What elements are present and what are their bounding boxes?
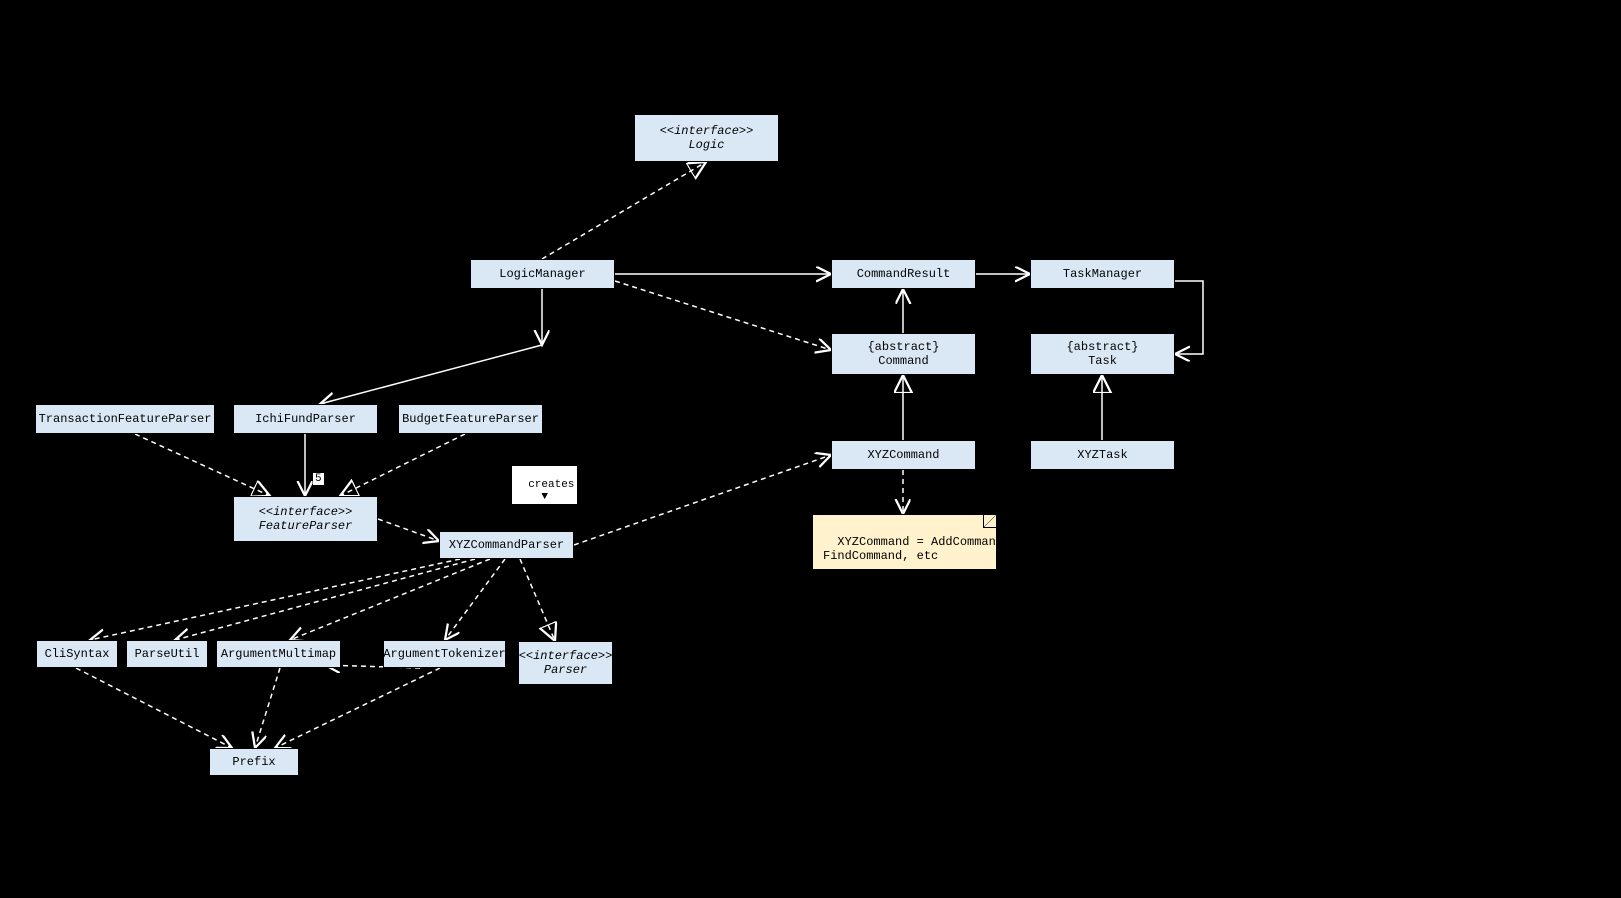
node-budgetFP: BudgetFeatureParser <box>398 404 543 434</box>
multiplicity-fp5: 5 <box>313 473 324 485</box>
edge-depend <box>76 668 232 748</box>
class-name: Parser <box>544 663 587 677</box>
stereotype: <<interface>> <box>519 649 613 663</box>
edge-assoc <box>320 345 542 404</box>
edge-depend <box>175 559 475 640</box>
edge-depend <box>615 281 831 350</box>
node-argTokenizer: ArgumentTokenizer <box>383 640 506 668</box>
node-prefix: Prefix <box>209 748 299 776</box>
edge-depend <box>445 559 505 640</box>
edge-depend <box>378 519 439 541</box>
node-featureParser: <<interface>>FeatureParser <box>233 496 378 542</box>
node-xyzCommand: XYZCommand <box>831 440 976 470</box>
class-name: Prefix <box>232 755 275 769</box>
class-name: ArgumentTokenizer <box>383 647 505 661</box>
class-name: CliSyntax <box>45 647 110 661</box>
class-name: FeatureParser <box>259 519 353 533</box>
edge-realize <box>542 162 706 259</box>
node-cliSyntax: CliSyntax <box>36 640 118 668</box>
stereotype: <<interface>> <box>660 124 754 138</box>
edge-label-creates: creates ▼ <box>512 466 577 504</box>
node-commandResult: CommandResult <box>831 259 976 289</box>
node-parseUtil: ParseUtil <box>126 640 208 668</box>
class-name: BudgetFeatureParser <box>402 412 539 426</box>
edge-realize <box>340 434 465 496</box>
class-name: XYZTask <box>1077 448 1127 462</box>
note-text: XYZCommand = AddCommand, FindCommand, et… <box>823 535 1010 563</box>
node-xyzCmdParser: XYZCommandParser <box>439 531 574 559</box>
edge-depend <box>90 559 460 640</box>
stereotype: <<interface>> <box>259 505 353 519</box>
edge-realize <box>135 434 270 496</box>
class-name: Logic <box>688 138 724 152</box>
class-name: CommandResult <box>857 267 951 281</box>
edge-depend <box>574 455 831 545</box>
edge-depend <box>290 559 490 640</box>
node-taskAbs: {abstract}Task <box>1030 333 1175 375</box>
abstract-marker: {abstract} <box>867 340 939 354</box>
node-argMultimap: ArgumentMultimap <box>216 640 341 668</box>
class-name: ParseUtil <box>135 647 200 661</box>
edge-realize <box>520 559 555 641</box>
class-name: XYZCommand <box>867 448 939 462</box>
node-commandAbs: {abstract}Command <box>831 333 976 375</box>
node-xyzTask: XYZTask <box>1030 440 1175 470</box>
node-transactionFP: TransactionFeatureParser <box>35 404 215 434</box>
node-taskManager: TaskManager <box>1030 259 1175 289</box>
class-name: LogicManager <box>499 267 585 281</box>
class-name: TaskManager <box>1063 267 1142 281</box>
class-name: Command <box>878 354 928 368</box>
edge-depend <box>275 668 440 748</box>
node-logic: <<interface>>Logic <box>634 114 779 162</box>
class-name: Task <box>1088 354 1117 368</box>
class-name: ArgumentMultimap <box>221 647 336 661</box>
edge-assoc <box>1175 281 1203 354</box>
abstract-marker: {abstract} <box>1066 340 1138 354</box>
class-name: TransactionFeatureParser <box>39 412 212 426</box>
node-parser: <<interface>>Parser <box>518 641 613 685</box>
edge-depend <box>255 668 280 748</box>
class-name: XYZCommandParser <box>449 538 564 552</box>
class-name: IchiFundParser <box>255 412 356 426</box>
node-ichiFundParser: IchiFundParser <box>233 404 378 434</box>
note-xyzcommand: XYZCommand = AddCommand, FindCommand, et… <box>812 514 997 570</box>
node-logicManager: LogicManager <box>470 259 615 289</box>
